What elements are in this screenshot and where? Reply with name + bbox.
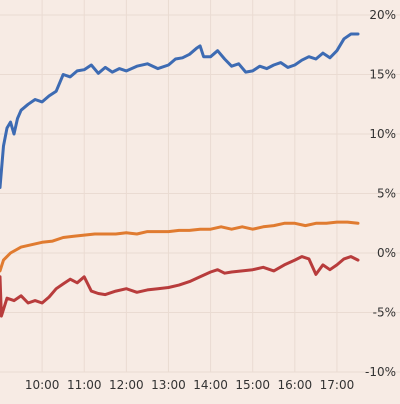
series-line-3 bbox=[0, 255, 360, 318]
x-tick-label: 11:00 bbox=[67, 378, 102, 392]
x-tick-label: 10:00 bbox=[25, 378, 60, 392]
y-tick-label: 0% bbox=[377, 246, 396, 260]
x-tick-label: 15:00 bbox=[235, 378, 270, 392]
x-tick-label: 16:00 bbox=[278, 378, 313, 392]
series-lines bbox=[0, 32, 360, 318]
x-axis-tick-labels: 10:00 11:00 12:00 13:00 14:00 15:00 16:00 17:00 bbox=[25, 378, 354, 392]
y-tick-label: -10% bbox=[365, 365, 396, 379]
x-tick-label: 14:00 bbox=[193, 378, 228, 392]
y-tick-label: -5% bbox=[373, 306, 396, 320]
y-tick-label: 10% bbox=[369, 127, 396, 141]
series-line-2 bbox=[0, 220, 360, 273]
x-tick-label: 12:00 bbox=[109, 378, 144, 392]
x-tick-label: 17:00 bbox=[320, 378, 355, 392]
series-line-1 bbox=[0, 32, 360, 189]
y-tick-label: 20% bbox=[369, 8, 396, 22]
x-tick-label: 13:00 bbox=[151, 378, 186, 392]
y-tick-label: 5% bbox=[377, 187, 396, 201]
y-axis-tick-labels: -10% -5% 0% 5% 10% 15% 20% bbox=[365, 8, 396, 379]
y-tick-label: 15% bbox=[369, 68, 396, 82]
